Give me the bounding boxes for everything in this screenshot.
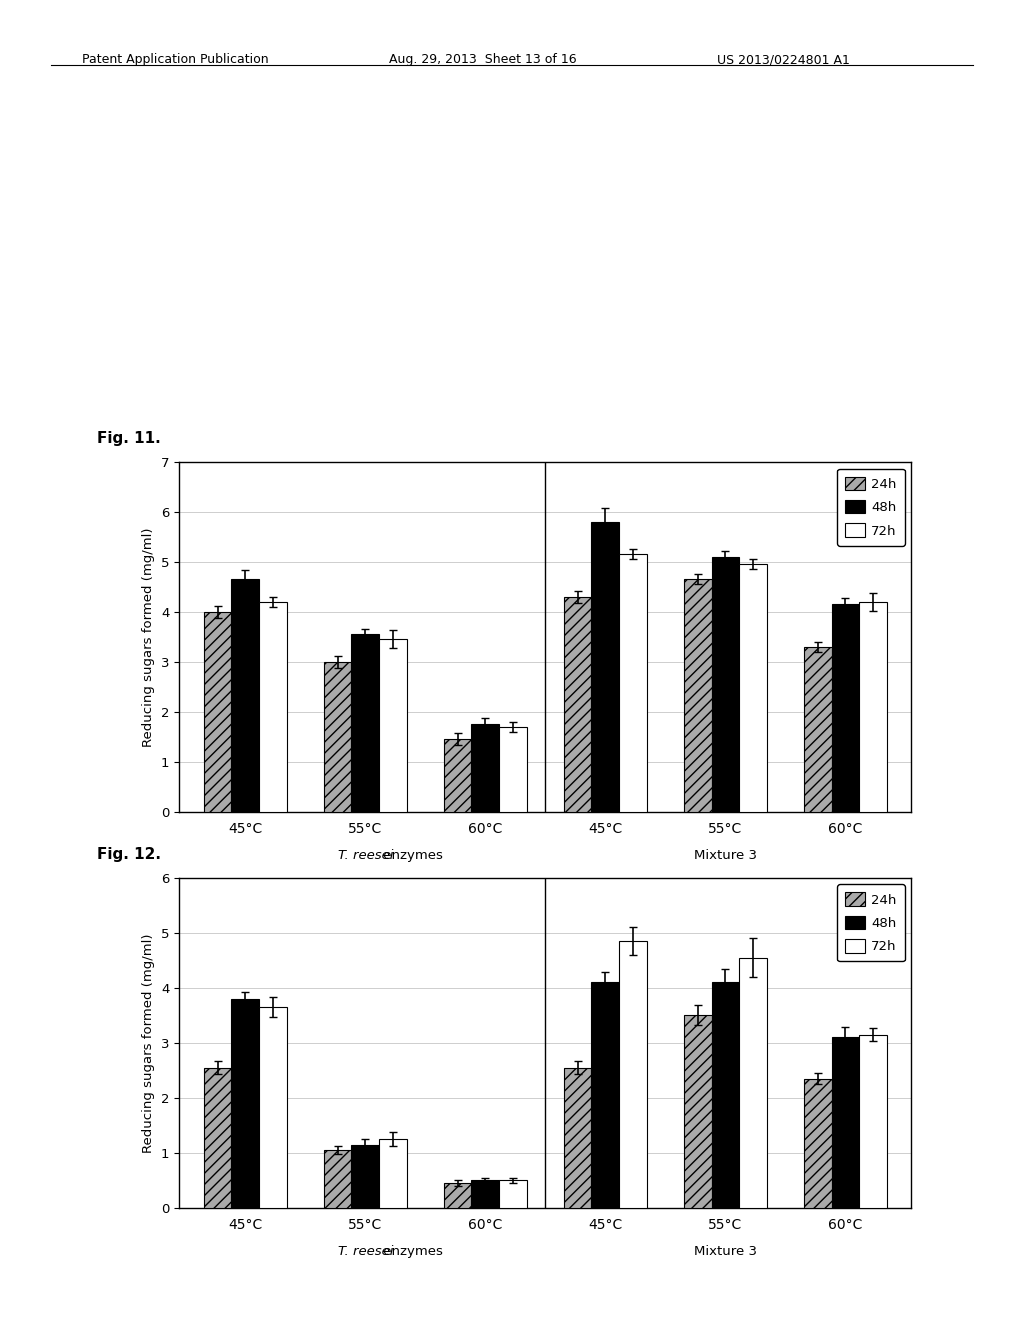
- Bar: [231, 579, 259, 812]
- Bar: [859, 1035, 887, 1208]
- Bar: [379, 639, 407, 812]
- Bar: [259, 602, 287, 812]
- Bar: [471, 1180, 499, 1208]
- Bar: [859, 602, 887, 812]
- Y-axis label: Reducing sugars formed (mg/ml): Reducing sugars formed (mg/ml): [142, 933, 156, 1152]
- Text: T. reesei: T. reesei: [338, 849, 393, 862]
- Bar: [739, 565, 767, 812]
- Bar: [443, 739, 471, 812]
- Text: T. reesei: T. reesei: [338, 1245, 393, 1258]
- Text: Fig. 12.: Fig. 12.: [97, 847, 161, 862]
- Legend: 24h, 48h, 72h: 24h, 48h, 72h: [837, 469, 905, 545]
- Bar: [471, 725, 499, 812]
- Legend: 24h, 48h, 72h: 24h, 48h, 72h: [837, 884, 905, 961]
- Y-axis label: Reducing sugars formed (mg/ml): Reducing sugars formed (mg/ml): [142, 527, 156, 747]
- Text: enzymes: enzymes: [379, 1245, 443, 1258]
- Bar: [831, 605, 859, 812]
- Bar: [499, 1180, 526, 1208]
- Text: Fig. 11.: Fig. 11.: [97, 432, 161, 446]
- Bar: [204, 612, 231, 812]
- Bar: [443, 1183, 471, 1208]
- Bar: [324, 1150, 351, 1208]
- Bar: [592, 982, 620, 1208]
- Bar: [379, 1139, 407, 1208]
- Bar: [712, 982, 739, 1208]
- Bar: [804, 1078, 831, 1208]
- Bar: [231, 999, 259, 1208]
- Bar: [351, 635, 379, 812]
- Bar: [204, 1068, 231, 1208]
- Text: US 2013/0224801 A1: US 2013/0224801 A1: [717, 53, 850, 66]
- Bar: [712, 557, 739, 812]
- Text: Mixture 3: Mixture 3: [694, 1245, 757, 1258]
- Bar: [499, 727, 526, 812]
- Bar: [739, 957, 767, 1208]
- Bar: [592, 521, 620, 812]
- Bar: [831, 1038, 859, 1208]
- Bar: [564, 597, 592, 812]
- Text: Aug. 29, 2013  Sheet 13 of 16: Aug. 29, 2013 Sheet 13 of 16: [389, 53, 577, 66]
- Bar: [259, 1007, 287, 1208]
- Bar: [684, 579, 712, 812]
- Text: Mixture 3: Mixture 3: [694, 849, 757, 862]
- Bar: [324, 661, 351, 812]
- Bar: [620, 554, 647, 812]
- Bar: [620, 941, 647, 1208]
- Text: Patent Application Publication: Patent Application Publication: [82, 53, 268, 66]
- Bar: [564, 1068, 592, 1208]
- Bar: [684, 1015, 712, 1208]
- Bar: [351, 1144, 379, 1208]
- Text: enzymes: enzymes: [379, 849, 443, 862]
- Bar: [804, 647, 831, 812]
